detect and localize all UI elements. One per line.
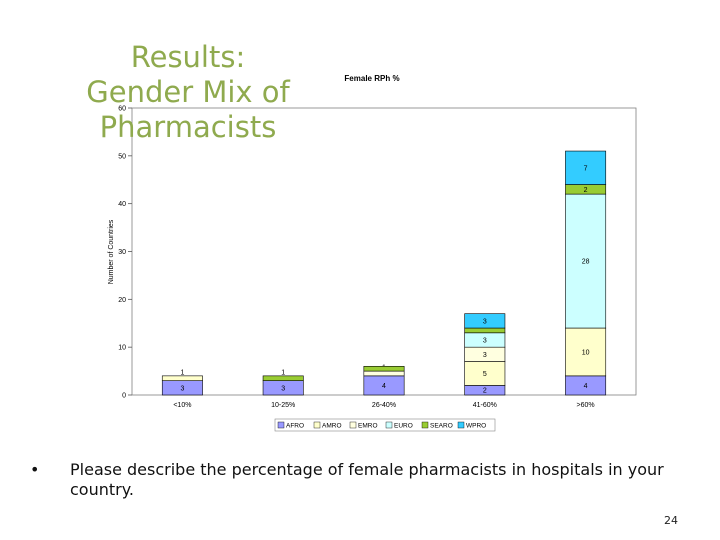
bar-segment-amro [565, 327, 607, 377]
y-tick-label: 60 [118, 106, 126, 113]
x-tick-label: 41-60% [473, 402, 497, 409]
slide-title: Results: Gender Mix of Pharmacists [80, 40, 296, 145]
data-label: 3 [483, 352, 487, 359]
data-label: 5 [483, 371, 487, 378]
data-label: 2 [483, 388, 487, 395]
data-label: 3 [281, 385, 285, 392]
x-tick-label: >60% [577, 402, 595, 409]
legend-label: WPRO [466, 423, 486, 430]
y-tick-label: 0 [122, 393, 126, 400]
data-label: 4 [382, 383, 386, 390]
y-tick-label: 20 [118, 297, 126, 304]
legend-swatch-emro [349, 421, 357, 429]
legend-swatch-searo [421, 421, 429, 429]
bar-segment-amro [161, 375, 203, 381]
slide-title-line-2: Gender Mix of [86, 75, 290, 109]
legend-swatch-euro [385, 421, 393, 429]
data-label: 3 [483, 337, 487, 344]
bar-segment-searo [464, 327, 506, 334]
bullet-symbol: • [30, 460, 40, 479]
legend-swatch-afro [277, 421, 285, 429]
legend-label: AMRO [322, 423, 342, 430]
bar-segment-wpro [464, 313, 506, 329]
slide-title-line-3: Pharmacists [99, 110, 277, 144]
plot-area-frame [131, 107, 637, 396]
data-label: 28 [582, 259, 590, 266]
data-label: 3 [483, 318, 487, 325]
data-label: 3 [180, 385, 184, 392]
y-axis-label: Number of Countries [108, 219, 115, 284]
x-tick-label: 26-40% [372, 402, 396, 409]
bar-segment-emro [363, 370, 405, 377]
y-tick-label: 30 [118, 249, 126, 256]
data-label: 1 [180, 369, 184, 376]
data-label: 2 [584, 187, 588, 194]
bar-segment-searo [262, 375, 304, 381]
legend-frame [274, 418, 496, 432]
bar-segment-euro [565, 193, 607, 329]
legend-swatch-wpro [457, 421, 465, 429]
chart-title: Female RPh % [344, 74, 399, 83]
legend-label: EMRO [358, 423, 378, 430]
legend-label: SEARO [430, 423, 453, 430]
bar-segment-wpro [565, 150, 607, 185]
y-tick-label: 10 [118, 345, 126, 352]
legend-label: AFRO [286, 423, 304, 430]
data-label: 7 [584, 165, 588, 172]
data-label: 10 [582, 349, 590, 356]
y-tick-label: 50 [118, 153, 126, 160]
x-tick-label: <10% [173, 402, 191, 409]
slide-title-line-1: Results: [130, 40, 246, 74]
legend-label: EURO [394, 423, 413, 430]
bar-segment-searo [363, 365, 405, 372]
data-label: 4 [584, 383, 588, 390]
page-number: 24 [664, 514, 678, 527]
bullet-text: Please describe the percentage of female… [70, 460, 664, 499]
y-tick-label: 40 [118, 201, 126, 208]
legend-swatch-amro [313, 421, 321, 429]
data-label: 1 [281, 369, 285, 376]
x-tick-label: 10-25% [271, 402, 295, 409]
